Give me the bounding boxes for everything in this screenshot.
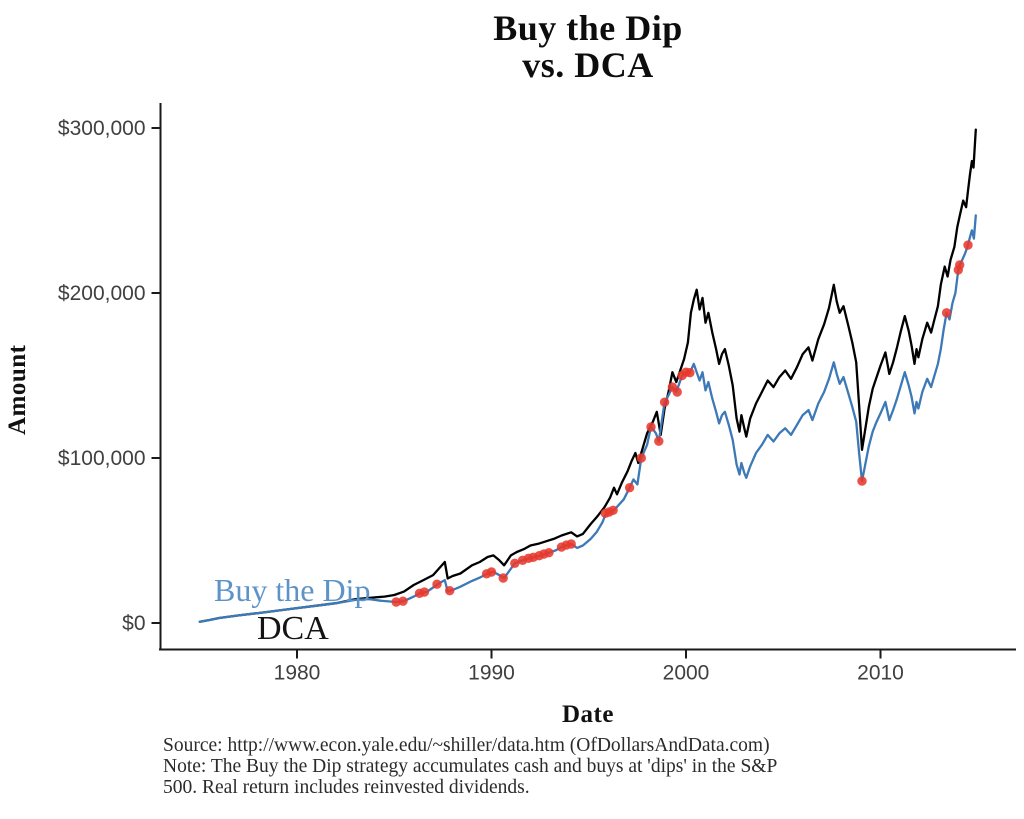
caption: Source: http://www.econ.yale.edu/~shille…: [163, 735, 963, 798]
buy-point: [955, 260, 965, 270]
buy-point: [391, 597, 401, 607]
buy-point: [654, 436, 664, 446]
buy-point: [857, 476, 867, 486]
y-tick-label: $0: [122, 612, 145, 635]
series-label-buy-the-dip: Buy the Dip: [214, 572, 371, 608]
buy-point: [685, 368, 695, 378]
note-line-2: 500. Real return includes reinvested div…: [163, 776, 530, 798]
y-axis-title: Amount: [4, 344, 31, 436]
buy-point: [608, 505, 618, 515]
buy-point: [445, 586, 455, 596]
buy-point: [636, 453, 646, 463]
x-tick-label: 2000: [663, 662, 710, 685]
chart-title-line-2: vs. DCA: [522, 45, 654, 86]
chart-title: Buy the Dip vs. DCA: [160, 8, 1016, 86]
buy-point: [566, 539, 576, 549]
note-line-1: Note: The Buy the Dip strategy accumulat…: [163, 755, 778, 777]
source-line: Source: http://www.econ.yale.edu/~shille…: [163, 735, 770, 756]
y-tick-label: $300,000: [58, 117, 146, 140]
y-tick-label: $200,000: [58, 282, 146, 305]
x-tick-label: 1990: [468, 662, 515, 685]
buy-point: [498, 573, 508, 583]
chart-title-line-1: Buy the Dip: [493, 8, 683, 48]
buy-point: [510, 558, 520, 568]
buy-point: [941, 308, 952, 318]
buy-point: [419, 587, 430, 597]
buy-the-dip-line: [198, 214, 977, 623]
buy-point: [672, 387, 682, 397]
y-tick-label: $100,000: [58, 447, 146, 470]
x-tick-label: 1980: [274, 662, 321, 685]
buy-point: [398, 596, 408, 606]
buy-point: [432, 579, 442, 589]
buy-point: [646, 422, 656, 432]
buy-point: [659, 397, 670, 407]
x-axis-title: Date: [562, 701, 614, 728]
buy-point: [544, 548, 554, 558]
buy-point: [624, 483, 635, 493]
dca-line: [198, 128, 977, 623]
series-label-dca: DCA: [257, 610, 329, 647]
x-tick-label: 2010: [857, 662, 904, 685]
buy-point: [963, 240, 973, 250]
buy-point: [486, 567, 497, 577]
